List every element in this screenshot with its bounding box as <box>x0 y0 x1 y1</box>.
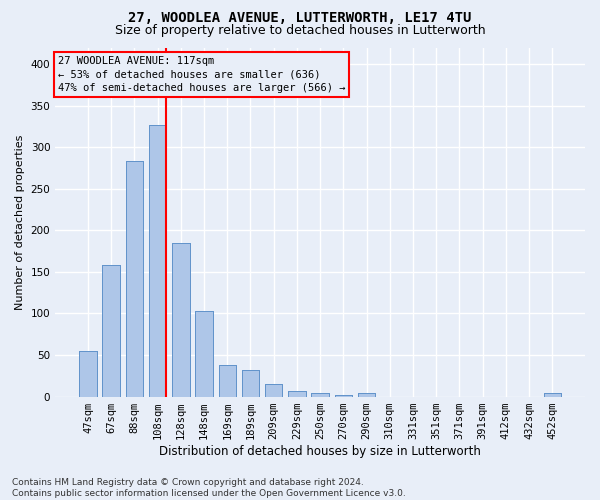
Text: Contains HM Land Registry data © Crown copyright and database right 2024.
Contai: Contains HM Land Registry data © Crown c… <box>12 478 406 498</box>
Bar <box>149 125 166 396</box>
Y-axis label: Number of detached properties: Number of detached properties <box>15 134 25 310</box>
Bar <box>242 370 259 396</box>
Bar <box>311 394 329 396</box>
Bar <box>79 351 97 397</box>
X-axis label: Distribution of detached houses by size in Lutterworth: Distribution of detached houses by size … <box>159 444 481 458</box>
Text: 27, WOODLEA AVENUE, LUTTERWORTH, LE17 4TU: 27, WOODLEA AVENUE, LUTTERWORTH, LE17 4T… <box>128 11 472 25</box>
Bar <box>335 395 352 396</box>
Bar <box>265 384 283 396</box>
Bar <box>311 394 329 396</box>
Text: Size of property relative to detached houses in Lutterworth: Size of property relative to detached ho… <box>115 24 485 37</box>
Bar <box>172 243 190 396</box>
Bar <box>125 162 143 396</box>
Bar <box>172 243 190 396</box>
Bar <box>196 311 213 396</box>
Bar <box>125 162 143 396</box>
Bar <box>358 394 375 396</box>
Bar <box>265 384 283 396</box>
Bar <box>149 125 166 396</box>
Bar <box>79 351 97 397</box>
Bar <box>218 365 236 396</box>
Bar <box>103 266 120 396</box>
Bar <box>358 394 375 396</box>
Bar <box>196 311 213 396</box>
Bar <box>544 394 561 396</box>
Bar <box>288 391 305 396</box>
Text: 27 WOODLEA AVENUE: 117sqm
← 53% of detached houses are smaller (636)
47% of semi: 27 WOODLEA AVENUE: 117sqm ← 53% of detac… <box>58 56 346 92</box>
Bar <box>544 394 561 396</box>
Bar <box>288 391 305 396</box>
Bar <box>242 370 259 396</box>
Bar <box>218 365 236 396</box>
Bar <box>335 395 352 396</box>
Bar <box>103 266 120 396</box>
